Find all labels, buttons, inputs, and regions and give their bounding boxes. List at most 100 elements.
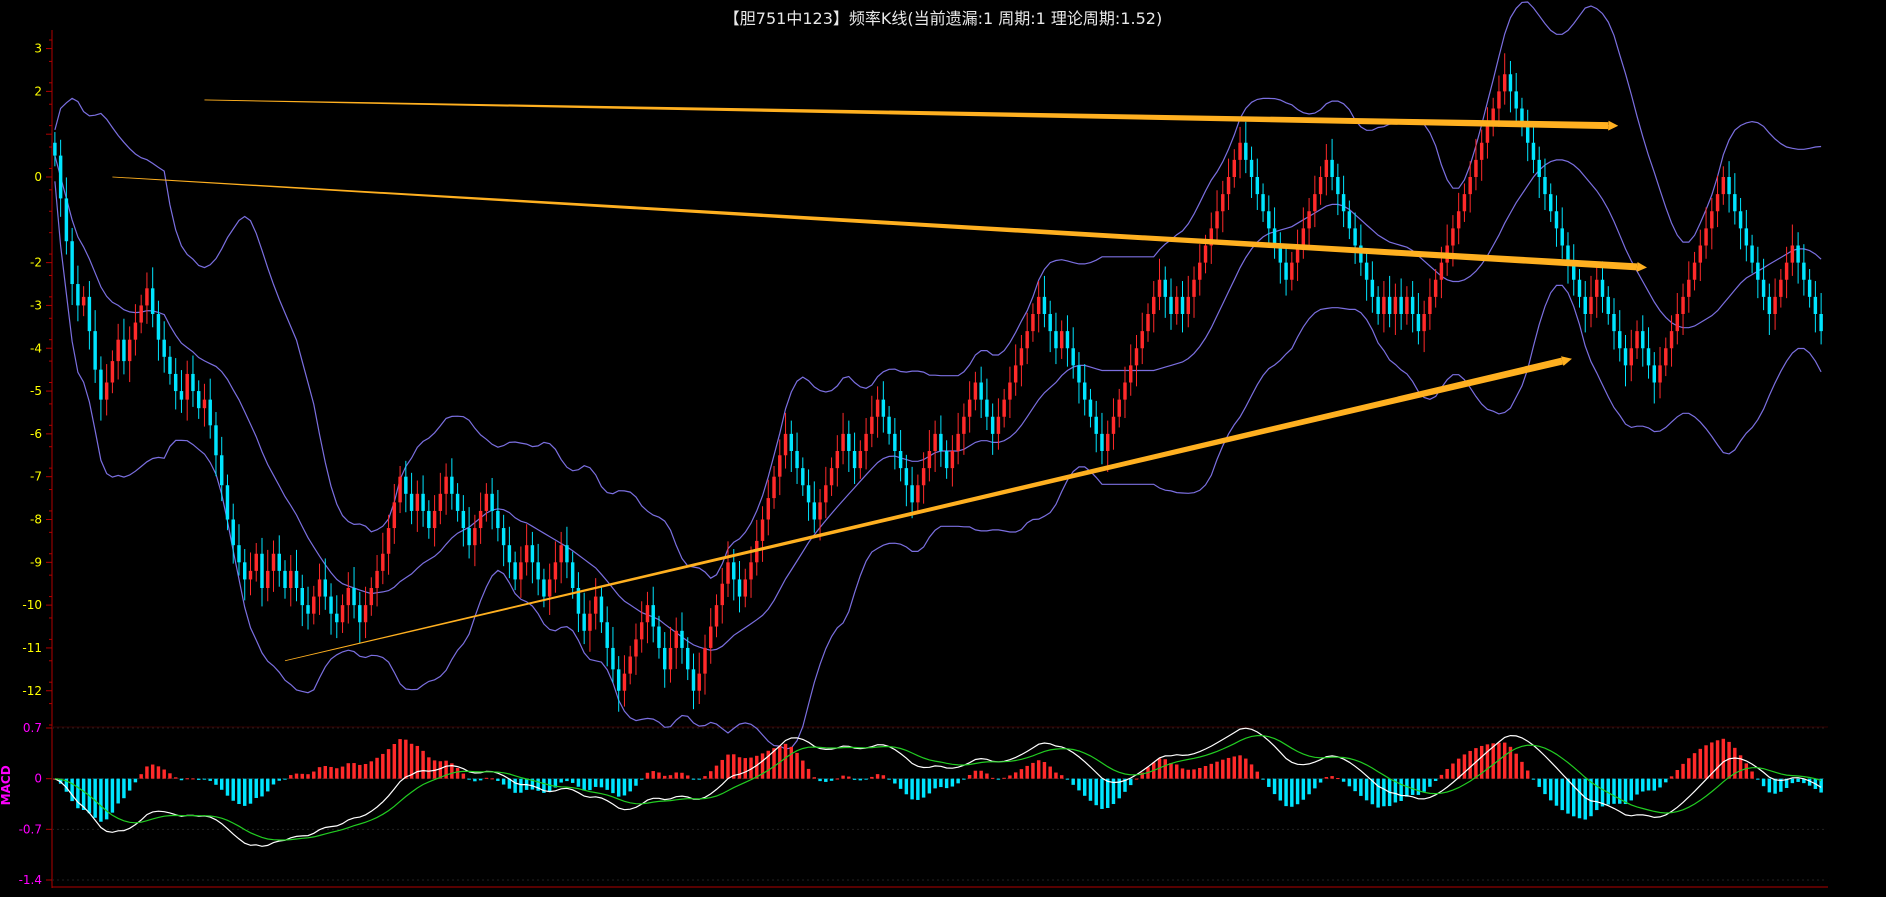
macd-histogram-bar (1261, 778, 1265, 780)
macd-histogram-bar (1359, 778, 1363, 796)
candle-body (1054, 331, 1058, 349)
macd-histogram-bar (173, 777, 178, 779)
candle-body (300, 588, 304, 606)
macd-histogram-bar (668, 775, 673, 779)
candle-body (634, 639, 638, 657)
macd-histogram-bar (1399, 778, 1403, 801)
candle-body (1623, 348, 1628, 366)
macd-histogram-bar (565, 778, 569, 782)
macd-histogram-bar (962, 778, 966, 780)
macd-histogram-bar (818, 778, 822, 782)
macd-histogram-bar (369, 761, 374, 779)
candle-body (720, 583, 724, 606)
candle-body (536, 562, 540, 580)
macd-histogram-bar (501, 778, 506, 785)
candle-body (1146, 314, 1150, 332)
candle-body (1318, 177, 1323, 195)
macd-histogram-bar (645, 772, 650, 779)
macd-histogram-bar (1318, 778, 1323, 783)
candle-body (933, 433, 937, 451)
candle-body (93, 331, 97, 370)
candle-body (1560, 228, 1564, 246)
candle-body (133, 322, 138, 340)
macd-histogram-bar (1623, 778, 1628, 805)
candle-body (1008, 382, 1012, 400)
macd-histogram-bar (1088, 778, 1093, 801)
macd-histogram-bar (1008, 775, 1012, 779)
macd-histogram-bar (1433, 778, 1438, 781)
macd-panel-label: MACD (0, 765, 13, 805)
candle-body (179, 391, 184, 400)
macd-histogram-bar (64, 778, 69, 792)
candle-body (501, 528, 506, 546)
candle-body (1681, 296, 1685, 314)
candle-body (202, 399, 207, 409)
macd-histogram-bar (1416, 778, 1421, 795)
candle-body (588, 613, 592, 631)
macd-histogram-bar (697, 778, 701, 780)
macd-histogram-bar (703, 776, 707, 779)
macd-histogram-bar (139, 774, 143, 779)
macd-histogram-bar (1451, 763, 1455, 779)
macd-histogram-bar (116, 778, 120, 804)
candle-body (732, 562, 736, 580)
candle-body (243, 562, 247, 580)
macd-histogram-bar (1548, 778, 1553, 801)
macd-histogram-bar (467, 778, 471, 780)
candle-body (570, 562, 575, 588)
candle-body (841, 433, 845, 451)
macd-histogram-bar (1221, 759, 1225, 779)
candle-body (1048, 314, 1052, 332)
macd-histogram-bar (329, 766, 333, 779)
macd-histogram-bar (490, 778, 494, 780)
candle-body (340, 605, 345, 623)
macd-histogram-bar (1330, 776, 1334, 779)
macd-histogram-bar (1244, 758, 1248, 779)
macd-histogram-bar (881, 775, 886, 779)
candle-body (1652, 365, 1657, 383)
macd-histogram-bar (450, 763, 454, 779)
candle-body (1422, 314, 1426, 332)
candle-body (1572, 262, 1576, 280)
macd-histogram-bar (916, 778, 920, 800)
macd-histogram-bar (593, 778, 598, 787)
macd-histogram-bar (657, 772, 661, 779)
macd-histogram-bar (1520, 761, 1524, 779)
trend-arrow-shaft (204, 99, 1609, 130)
macd-y-tick-label: -0.7 (19, 822, 42, 836)
candle-body (484, 493, 489, 511)
macd-histogram-bar (70, 778, 74, 802)
candle-body (1025, 331, 1029, 349)
candle-body (547, 579, 552, 597)
macd-histogram-bar (1140, 772, 1144, 779)
macd-histogram-bar (168, 773, 172, 779)
macd-histogram-bar (1738, 755, 1743, 779)
candle-body (1140, 331, 1144, 349)
macd-histogram-bar (409, 743, 414, 779)
candle-body (392, 502, 397, 529)
candle-body (553, 562, 558, 580)
macd-histogram-bar (99, 778, 103, 822)
macd-histogram-bar (421, 750, 425, 779)
macd-histogram-bar (438, 761, 443, 779)
candle-body (1698, 245, 1703, 263)
macd-histogram-bar (921, 778, 926, 798)
macd-histogram-bar (1013, 772, 1018, 779)
candle-body (668, 647, 673, 670)
candle-body (1618, 331, 1622, 349)
candle-body (352, 588, 356, 606)
macd-histogram-bar (358, 764, 362, 779)
macd-histogram-bar (1134, 778, 1139, 780)
candle-body (1721, 177, 1726, 195)
macd-histogram-bar (1054, 772, 1058, 779)
candle-body (1474, 159, 1478, 177)
candle-body (852, 451, 857, 469)
candle-body (967, 399, 972, 417)
candle-body (208, 399, 212, 426)
candle-body (1733, 194, 1737, 212)
macd-histogram-bar (145, 766, 149, 779)
macd-histogram-bar (1336, 778, 1340, 780)
candle-body (398, 476, 402, 503)
macd-histogram-bar (1502, 742, 1507, 779)
macd-histogram-bar (1249, 764, 1254, 779)
